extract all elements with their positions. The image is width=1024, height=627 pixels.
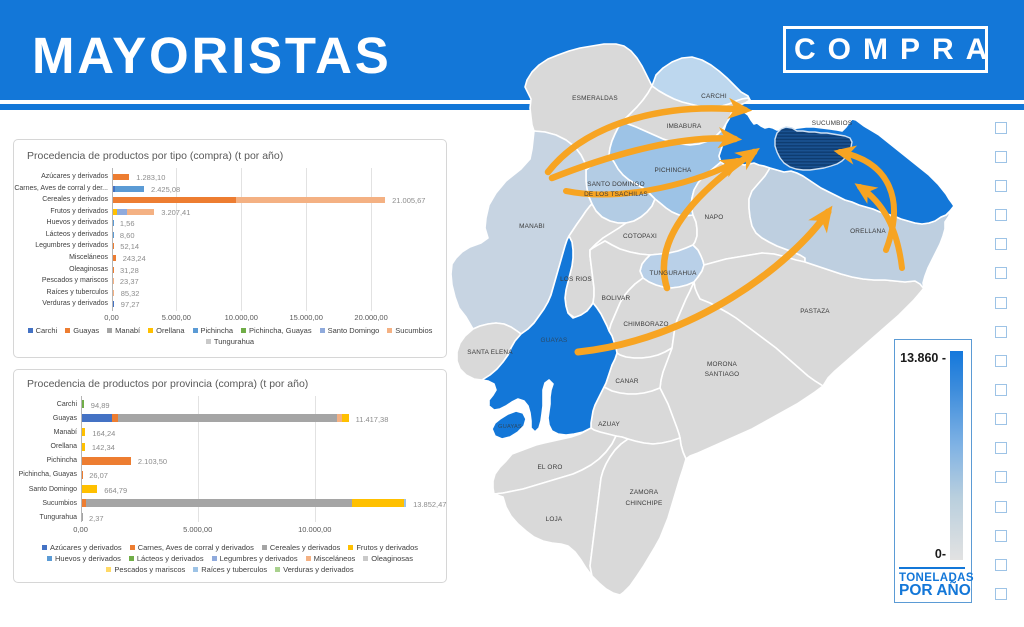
svg-text:IMBABURA: IMBABURA xyxy=(667,123,703,130)
svg-text:SANTA ELENA: SANTA ELENA xyxy=(467,349,513,356)
svg-text:MANABI: MANABI xyxy=(519,223,545,230)
svg-text:ORELLANA: ORELLANA xyxy=(850,228,886,235)
svg-text:PASTAZA: PASTAZA xyxy=(800,308,830,315)
svg-text:GUAYAS: GUAYAS xyxy=(498,424,522,430)
svg-text:MORONA: MORONA xyxy=(707,361,737,368)
svg-text:PICHINCHA: PICHINCHA xyxy=(655,167,692,174)
svg-text:SANTO DOMINGO: SANTO DOMINGO xyxy=(587,181,645,188)
svg-text:SUCUMBIOS: SUCUMBIOS xyxy=(812,120,853,127)
svg-text:LOS RIOS: LOS RIOS xyxy=(560,276,592,283)
svg-text:DE LOS TSACHILAS: DE LOS TSACHILAS xyxy=(584,191,648,198)
svg-text:GUAYAS: GUAYAS xyxy=(541,337,568,344)
svg-text:CARCHI: CARCHI xyxy=(701,93,727,100)
svg-text:TUNGURAHUA: TUNGURAHUA xyxy=(649,270,697,277)
svg-text:CHIMBORAZO: CHIMBORAZO xyxy=(623,321,668,328)
svg-text:NAPO: NAPO xyxy=(705,214,724,221)
svg-text:CANAR: CANAR xyxy=(615,378,639,385)
svg-text:SANTIAGO: SANTIAGO xyxy=(705,371,740,378)
svg-text:ESMERALDAS: ESMERALDAS xyxy=(572,95,618,102)
svg-text:BOLIVAR: BOLIVAR xyxy=(602,295,631,302)
svg-text:ZAMORA: ZAMORA xyxy=(630,489,659,496)
svg-text:LOJA: LOJA xyxy=(546,516,563,523)
svg-text:CHINCHIPE: CHINCHIPE xyxy=(626,500,663,507)
svg-text:COTOPAXI: COTOPAXI xyxy=(623,233,657,240)
svg-text:AZUAY: AZUAY xyxy=(598,421,620,428)
svg-text:EL ORO: EL ORO xyxy=(537,464,562,471)
